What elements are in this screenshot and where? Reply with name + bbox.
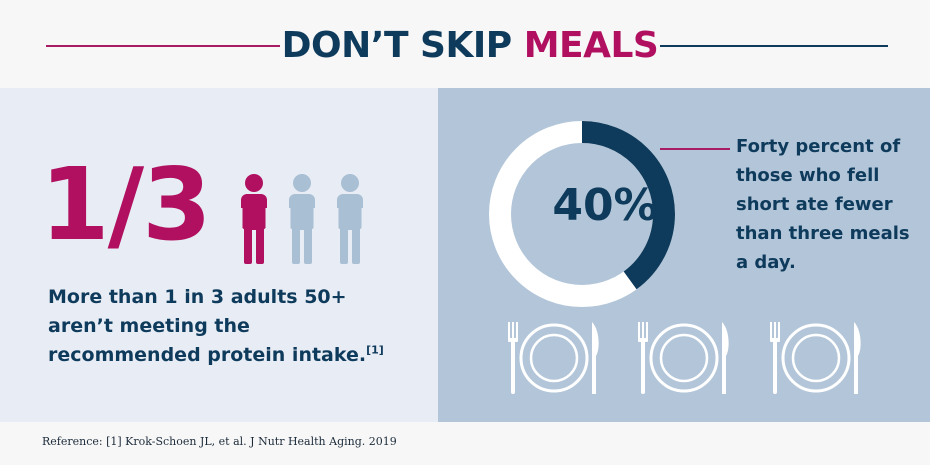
donut-chart (489, 121, 675, 307)
plate-fork-knife-icon (508, 322, 599, 394)
plate-fork-knife-icon (770, 322, 861, 394)
person-icon (337, 174, 363, 264)
title-meals: MEALS (523, 25, 659, 66)
header: DON’T SKIP MEALS (0, 0, 930, 88)
title-dont-skip: DON’T SKIP (281, 25, 524, 66)
citation-marker: [1] (366, 343, 384, 357)
person-icon (289, 174, 315, 264)
percent-label: 40% (552, 180, 658, 231)
right-panel: 40% Forty percent of those who fell shor… (438, 88, 930, 422)
page-title: DON’T SKIP MEALS (280, 24, 660, 68)
plates-row (508, 322, 861, 394)
left-statement-text: More than 1 in 3 adults 50+ aren’t meeti… (48, 286, 367, 366)
callout-line (660, 148, 730, 150)
person-icon-highlighted (241, 174, 267, 264)
fraction-stat: 1/3 (40, 146, 212, 263)
left-statement: More than 1 in 3 adults 50+ aren’t meeti… (48, 283, 408, 370)
right-statement: Forty percent of those who fell short at… (736, 136, 910, 273)
plate-fork-knife-icon (638, 322, 729, 394)
header-rule-right (660, 45, 888, 47)
header-rule-left (46, 45, 280, 47)
reference-text: Reference: [1] Krok-Schoen JL, et al. J … (42, 435, 397, 448)
left-panel: 1/3 (0, 88, 438, 422)
footer: Reference: [1] Krok-Schoen JL, et al. J … (0, 422, 930, 465)
donut-arc (489, 121, 675, 307)
